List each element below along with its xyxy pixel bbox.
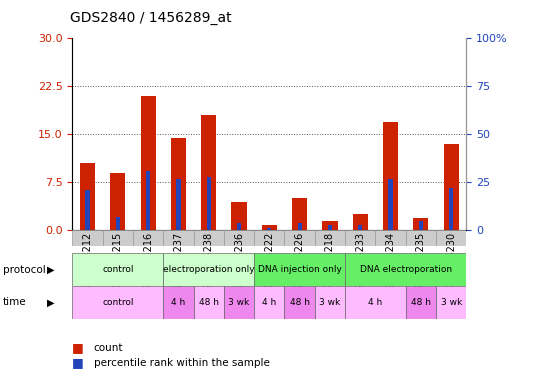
Bar [315, 230, 345, 246]
Bar [224, 286, 254, 319]
Bar [406, 286, 436, 319]
Bar [72, 230, 103, 246]
Text: 3 wk: 3 wk [228, 298, 250, 307]
Text: GSM154235: GSM154235 [416, 232, 426, 291]
Text: protocol: protocol [3, 265, 46, 275]
Bar [345, 253, 466, 286]
Bar [110, 173, 125, 230]
Bar [345, 230, 375, 246]
Bar [80, 163, 95, 230]
Bar [292, 199, 307, 230]
Text: GSM154236: GSM154236 [234, 232, 244, 291]
Bar [146, 171, 150, 230]
Bar [163, 286, 193, 319]
Bar [413, 218, 428, 230]
Bar [116, 217, 120, 230]
Bar [232, 202, 247, 230]
Bar [285, 286, 315, 319]
Bar [171, 137, 186, 230]
Text: GSM154237: GSM154237 [174, 232, 183, 291]
Text: count: count [94, 343, 123, 353]
Bar [285, 230, 315, 246]
Bar [140, 96, 155, 230]
Bar [254, 286, 285, 319]
Bar [224, 230, 254, 246]
Bar [267, 228, 271, 230]
Text: 4 h: 4 h [172, 298, 185, 307]
Text: electroporation only: electroporation only [163, 265, 255, 274]
Text: ▶: ▶ [47, 297, 55, 308]
Bar [237, 223, 241, 230]
Text: GSM154233: GSM154233 [355, 232, 365, 291]
Bar [358, 225, 362, 230]
Text: 3 wk: 3 wk [319, 298, 340, 307]
Text: 4 h: 4 h [368, 298, 383, 307]
Text: DNA electroporation: DNA electroporation [360, 265, 452, 274]
Bar [262, 225, 277, 230]
Text: control: control [102, 298, 133, 307]
Text: DNA injection only: DNA injection only [258, 265, 341, 274]
Text: ■: ■ [72, 356, 84, 369]
Bar [419, 221, 423, 230]
Bar [133, 230, 163, 246]
Bar [163, 230, 193, 246]
Text: 48 h: 48 h [289, 298, 310, 307]
Bar [72, 253, 163, 286]
Bar [389, 179, 393, 230]
Bar [193, 230, 224, 246]
Text: GSM154238: GSM154238 [204, 232, 214, 291]
Bar [163, 253, 254, 286]
Bar [72, 286, 163, 319]
Bar [297, 223, 302, 230]
Bar [254, 253, 345, 286]
Bar [436, 286, 466, 319]
Text: 3 wk: 3 wk [441, 298, 462, 307]
Bar [85, 190, 90, 230]
Text: GSM154212: GSM154212 [83, 232, 93, 291]
Bar [193, 286, 224, 319]
Bar [176, 179, 181, 230]
Text: ▶: ▶ [47, 265, 55, 275]
Bar [201, 115, 217, 230]
Text: percentile rank within the sample: percentile rank within the sample [94, 358, 270, 368]
Text: GSM154234: GSM154234 [385, 232, 396, 291]
Text: 48 h: 48 h [199, 298, 219, 307]
Text: ■: ■ [72, 341, 84, 354]
Bar [322, 221, 338, 230]
Text: control: control [102, 265, 133, 274]
Text: GSM154226: GSM154226 [295, 232, 304, 291]
Bar [449, 188, 453, 230]
Bar [103, 230, 133, 246]
Text: GSM154230: GSM154230 [446, 232, 456, 291]
Text: GSM154216: GSM154216 [143, 232, 153, 291]
Bar [375, 230, 406, 246]
Bar [206, 177, 211, 230]
Text: time: time [3, 297, 26, 308]
Bar [353, 214, 368, 230]
Text: 48 h: 48 h [411, 298, 431, 307]
Bar [328, 225, 332, 230]
Bar [254, 230, 285, 246]
Text: GDS2840 / 1456289_at: GDS2840 / 1456289_at [70, 11, 232, 25]
Bar [436, 230, 466, 246]
Text: GSM154218: GSM154218 [325, 232, 335, 291]
Text: GSM154222: GSM154222 [264, 232, 274, 291]
Bar [406, 230, 436, 246]
Text: GSM154215: GSM154215 [113, 232, 123, 291]
Bar [444, 144, 459, 230]
Bar [383, 122, 398, 230]
Text: 4 h: 4 h [262, 298, 277, 307]
Bar [345, 286, 406, 319]
Bar [315, 286, 345, 319]
